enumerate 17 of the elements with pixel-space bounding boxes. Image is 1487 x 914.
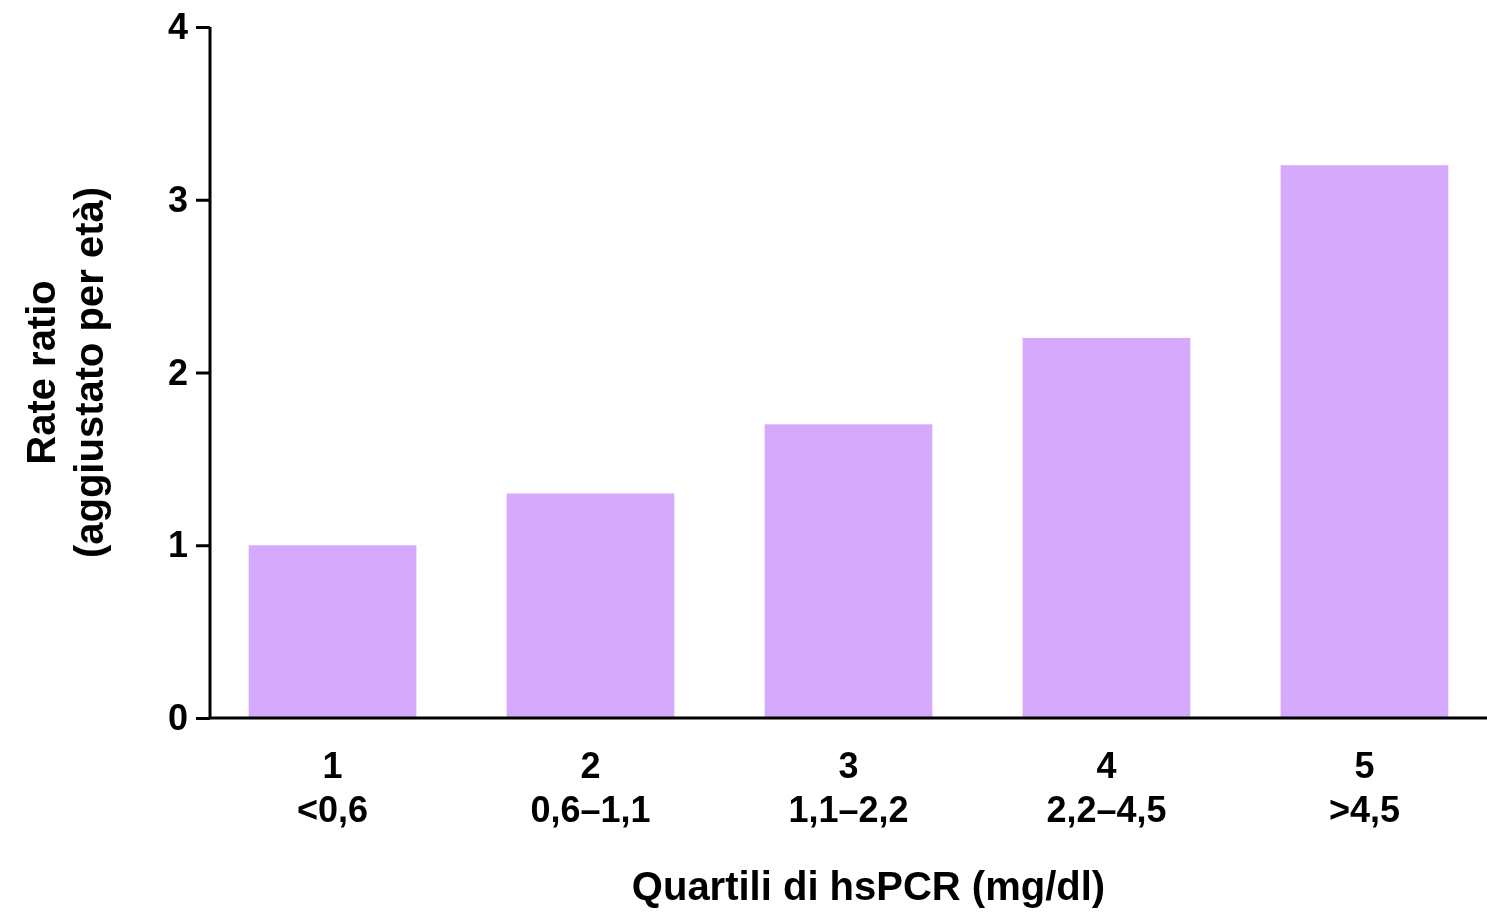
- x-axis-title: Quartili di hsPCR (mg/dl): [631, 864, 1106, 908]
- bar: [764, 424, 933, 718]
- y-tick-label: 0: [167, 697, 188, 739]
- y-tick-label: 4: [167, 6, 188, 48]
- y-axis-title: Rate ratio (aggiustato per età): [19, 186, 111, 559]
- x-tick-label: 5 >4,5: [1328, 745, 1400, 830]
- bar: [248, 545, 417, 718]
- x-tick-label: 1 <0,6: [297, 745, 369, 830]
- bar: [1280, 165, 1449, 718]
- bar: [506, 493, 675, 718]
- x-tick-label: 3 1,1–2,2: [788, 745, 909, 830]
- y-tick-label: 1: [167, 524, 188, 566]
- bar: [1022, 337, 1191, 718]
- y-tick-label: 3: [167, 178, 188, 220]
- x-tick-label: 2 0,6–1,1: [530, 745, 651, 830]
- y-tick-label: 2: [167, 351, 188, 393]
- x-tick-label: 4 2,2–4,5: [1046, 745, 1167, 830]
